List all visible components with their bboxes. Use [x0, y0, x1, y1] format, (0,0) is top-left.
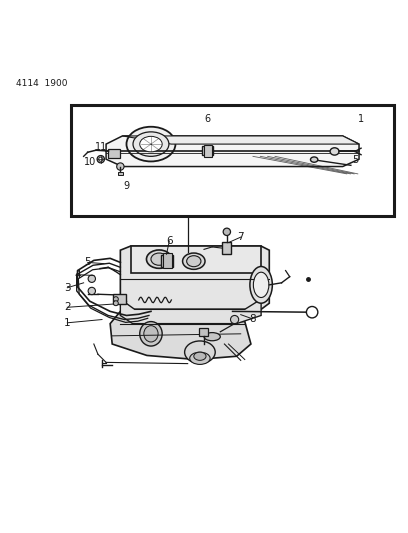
Ellipse shape: [330, 148, 339, 155]
Ellipse shape: [146, 250, 172, 268]
Ellipse shape: [144, 326, 158, 342]
Text: 1: 1: [358, 114, 364, 124]
Ellipse shape: [182, 253, 205, 269]
Bar: [163, 254, 172, 268]
Bar: [204, 144, 212, 157]
Ellipse shape: [310, 157, 318, 162]
Circle shape: [223, 228, 231, 236]
Polygon shape: [110, 311, 251, 360]
Text: 6: 6: [204, 114, 211, 124]
Ellipse shape: [151, 253, 167, 265]
Bar: [108, 149, 120, 158]
Circle shape: [99, 157, 103, 161]
Circle shape: [306, 306, 318, 318]
Text: 3: 3: [64, 282, 71, 293]
Ellipse shape: [253, 272, 269, 297]
Text: 1: 1: [64, 318, 71, 328]
Text: 7: 7: [237, 232, 244, 242]
Text: 2: 2: [64, 302, 71, 312]
Bar: [118, 172, 123, 175]
Text: 4114  1900: 4114 1900: [16, 79, 67, 88]
Polygon shape: [120, 299, 261, 324]
Polygon shape: [120, 246, 269, 309]
Ellipse shape: [204, 333, 220, 341]
Text: 6: 6: [166, 236, 173, 246]
Text: 8: 8: [249, 314, 255, 324]
Bar: [199, 328, 208, 336]
Ellipse shape: [133, 132, 169, 156]
Circle shape: [113, 297, 118, 302]
Polygon shape: [122, 136, 359, 144]
Circle shape: [231, 316, 239, 324]
Ellipse shape: [194, 352, 206, 360]
Ellipse shape: [250, 266, 273, 303]
Ellipse shape: [184, 341, 215, 364]
Circle shape: [88, 287, 95, 295]
Bar: [71, 106, 394, 215]
Circle shape: [113, 301, 118, 305]
Circle shape: [88, 275, 95, 282]
Text: 10: 10: [84, 157, 97, 167]
Text: 9: 9: [123, 181, 130, 191]
Text: 5: 5: [352, 156, 358, 165]
Bar: [113, 294, 126, 304]
Ellipse shape: [190, 352, 210, 365]
Bar: [202, 146, 213, 155]
Text: 11: 11: [95, 142, 107, 152]
Bar: [131, 246, 261, 272]
Ellipse shape: [126, 127, 175, 161]
Polygon shape: [106, 136, 359, 166]
Bar: [161, 255, 173, 266]
Circle shape: [97, 156, 104, 163]
Circle shape: [117, 163, 124, 170]
Ellipse shape: [186, 256, 201, 266]
Bar: [222, 242, 231, 254]
Ellipse shape: [140, 136, 162, 152]
Ellipse shape: [140, 321, 162, 346]
Text: 5: 5: [84, 257, 91, 268]
Text: 4: 4: [74, 270, 81, 280]
